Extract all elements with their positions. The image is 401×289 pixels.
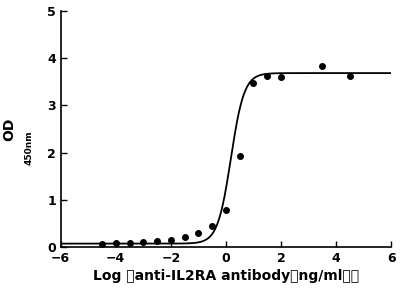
- X-axis label: Log （anti-IL2RA antibody（ng/ml））: Log （anti-IL2RA antibody（ng/ml））: [93, 269, 359, 284]
- Point: [154, 239, 160, 244]
- Point: [278, 75, 284, 79]
- Point: [99, 242, 105, 247]
- Point: [168, 238, 174, 243]
- Point: [126, 240, 133, 245]
- Point: [237, 154, 243, 159]
- Text: 450nm: 450nm: [25, 131, 34, 165]
- Point: [181, 235, 188, 239]
- Point: [346, 74, 353, 78]
- Point: [223, 207, 229, 212]
- Point: [250, 80, 257, 85]
- Point: [195, 231, 202, 236]
- Point: [113, 240, 119, 245]
- Point: [140, 240, 146, 244]
- Point: [264, 74, 270, 78]
- Text: OD: OD: [2, 117, 16, 141]
- Point: [319, 64, 326, 69]
- Point: [209, 224, 215, 228]
